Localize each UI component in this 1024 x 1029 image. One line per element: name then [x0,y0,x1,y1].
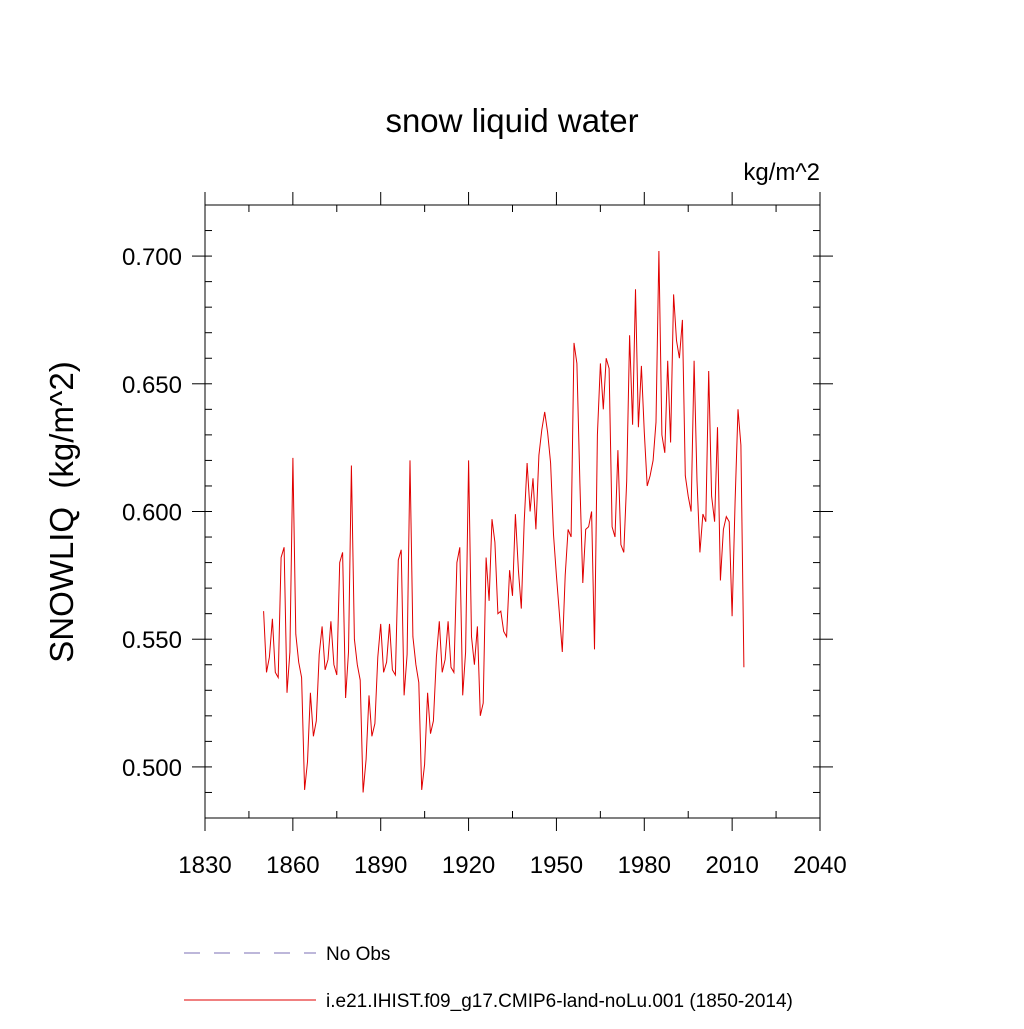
x-tick-label: 2010 [705,852,758,879]
y-tick-label: 0.500 [122,755,182,782]
x-tick-label: 1860 [266,852,319,879]
x-tick-label: 1980 [618,852,671,879]
legend: No Obs i.e21.IHIST.f09_g17.CMIP6-land-no… [184,944,793,1012]
x-tick-label: 1920 [442,852,495,879]
x-tick-label: 1890 [354,852,407,879]
y-tick-labels: 0.500 0.550 0.600 0.650 0.700 [122,244,182,782]
x-tick-labels: 1830 1860 1890 1920 1950 1980 2010 2040 [178,852,846,879]
axis-ticks [192,192,833,831]
chart-title: snow liquid water [385,102,638,139]
y-tick-label: 0.550 [122,627,182,654]
plot-frame [204,204,821,819]
x-tick-label: 1830 [178,852,231,879]
legend-label-model-run: i.e21.IHIST.f09_g17.CMIP6-land-noLu.001 … [326,991,793,1012]
x-tick-label: 1950 [530,852,583,879]
legend-label-no-obs: No Obs [326,944,390,965]
y-tick-label: 0.650 [122,372,182,399]
y-tick-label: 0.600 [122,500,182,527]
series-line [263,250,745,793]
units-label: kg/m^2 [743,159,820,186]
y-axis-label: SNOWLIQ (kg/m^2) [43,361,80,663]
x-tick-label: 2040 [793,852,846,879]
y-tick-label: 0.700 [122,244,182,271]
